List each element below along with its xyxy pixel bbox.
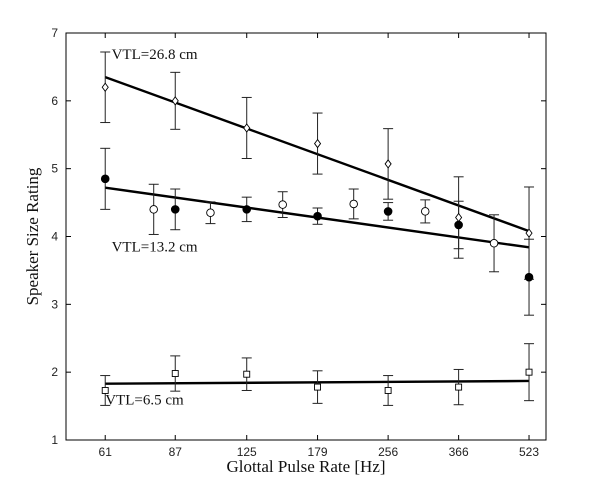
diamond-marker <box>101 82 109 93</box>
square-marker <box>455 383 463 391</box>
open-circle-marker <box>278 200 287 209</box>
open-circle-marker <box>206 208 215 218</box>
vtl-annotation: VTL=26.8 cm <box>112 47 198 63</box>
diamond-marker <box>171 96 179 106</box>
x-tick-label: 125 <box>237 445 257 459</box>
x-tick-label: 256 <box>378 445 398 459</box>
x-tick-label: 366 <box>449 445 469 459</box>
diamond-marker <box>525 228 533 238</box>
filled-circle-marker <box>170 205 180 214</box>
filled-circle-marker <box>383 207 393 216</box>
square-marker <box>101 387 109 394</box>
diamond-marker <box>455 212 463 223</box>
square-marker <box>384 387 392 394</box>
y-tick-label: 7 <box>51 26 58 40</box>
filled-circle-marker <box>454 220 463 230</box>
filled-circle-marker <box>313 211 322 221</box>
y-tick-label: 5 <box>51 162 58 176</box>
axis-ticks: 61 87 125 179 256 366 523 1 2 3 4 5 6 7 <box>51 26 546 459</box>
plot-area <box>65 32 547 441</box>
open-circle-marker <box>149 205 158 214</box>
annotations: VTL=26.8 cm VTL=13.2 cm VTL=6.5 cm <box>105 47 198 409</box>
y-tick-label: 2 <box>51 365 58 379</box>
open-circle-marker <box>349 199 358 209</box>
filled-circle-marker <box>100 174 110 184</box>
data-markers <box>100 82 534 394</box>
x-axis-label: Glottal Pulse Rate [Hz] <box>226 457 385 476</box>
square-marker <box>525 368 533 376</box>
square-marker <box>171 370 179 377</box>
x-tick-label: 179 <box>308 445 328 459</box>
diamond-marker <box>243 123 251 133</box>
y-tick-label: 6 <box>51 94 58 108</box>
open-circle-marker <box>489 239 499 248</box>
diamond-marker <box>313 138 322 149</box>
vtl-annotation: VTL=6.5 cm <box>105 393 184 409</box>
vtl-annotation: VTL=13.2 cm <box>112 239 198 255</box>
x-tick-label: 523 <box>519 445 539 459</box>
y-tick-label: 4 <box>51 230 58 244</box>
error-bars <box>100 51 535 406</box>
open-circle-marker <box>420 207 430 216</box>
diamond-marker <box>384 159 392 169</box>
y-axis-label: Speaker Size Rating <box>23 167 42 305</box>
square-marker <box>314 383 321 391</box>
filled-circle-marker <box>242 205 252 214</box>
square-marker <box>243 370 251 378</box>
y-tick-label: 3 <box>51 297 58 311</box>
x-tick-label: 87 <box>169 445 183 459</box>
y-tick-label: 1 <box>51 433 58 447</box>
filled-circle-marker <box>524 272 534 282</box>
x-tick-label: 61 <box>99 445 113 459</box>
